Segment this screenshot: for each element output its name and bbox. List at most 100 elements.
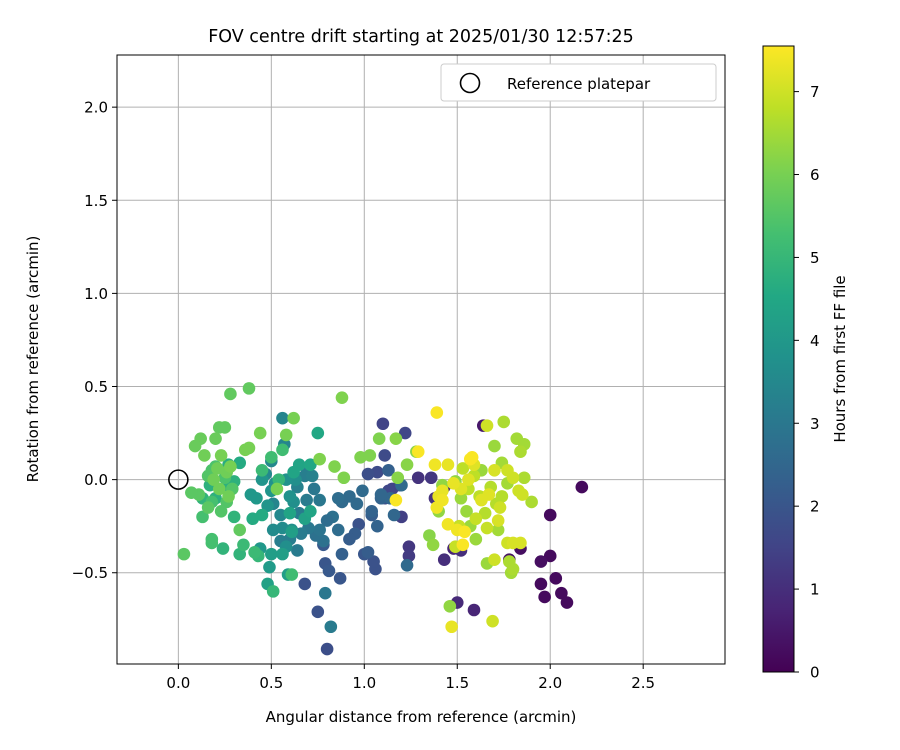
data-point (428, 458, 442, 472)
colorbar-gradient (762, 45, 795, 673)
data-point (242, 441, 256, 455)
data-point (376, 417, 390, 431)
data-point (331, 491, 345, 505)
data-point (441, 518, 455, 531)
y-tick-label: −0.5 (72, 564, 108, 582)
data-point (320, 642, 334, 656)
data-point (224, 387, 237, 401)
data-point (227, 510, 241, 524)
data-point (517, 471, 531, 485)
x-tick-label: 1.5 (445, 674, 469, 692)
data-point (307, 482, 321, 496)
colorbar-ticks: 0 1 2 3 4 5 6 7 (794, 83, 820, 682)
data-point (467, 603, 481, 617)
y-tick-label: 0.5 (84, 378, 108, 396)
data-point (335, 391, 349, 404)
data-point (441, 458, 455, 472)
data-point (216, 542, 230, 555)
data-point (400, 558, 414, 572)
chart-title: FOV centre drift starting at 2025/01/30 … (208, 27, 634, 47)
data-point (361, 545, 375, 559)
data-point (543, 508, 557, 522)
data-point (424, 471, 438, 485)
data-point (365, 504, 379, 518)
data-point (491, 514, 505, 527)
colorbar-tick-label: 4 (810, 332, 820, 350)
data-point (244, 488, 258, 501)
data-point (255, 473, 269, 486)
data-point (525, 495, 538, 509)
data-point (398, 426, 412, 440)
data-point (246, 512, 260, 526)
data-point (488, 553, 501, 567)
plot-frame (116, 54, 726, 665)
data-point (389, 493, 403, 507)
data-point (411, 445, 425, 458)
data-point (456, 538, 470, 552)
colorbar-label: Hours from first FF file (831, 275, 849, 442)
data-point (469, 512, 483, 526)
data-point (389, 432, 403, 445)
data-point (255, 464, 269, 477)
data-point (276, 547, 289, 561)
data-point (337, 471, 351, 485)
y-tick-label: 0.0 (84, 471, 108, 489)
data-point (261, 499, 274, 512)
data-point (283, 490, 297, 503)
data-point (318, 586, 332, 600)
data-point (382, 464, 395, 477)
data-point (391, 471, 405, 485)
colorbar-tick-label: 2 (810, 498, 820, 516)
data-point (209, 432, 222, 445)
data-point (443, 599, 457, 613)
data-point (462, 473, 475, 486)
data-point (458, 525, 471, 539)
colorbar-tick-label: 1 (810, 581, 820, 599)
data-point (430, 406, 444, 419)
data-point (311, 605, 325, 619)
data-point (486, 614, 499, 628)
data-point (445, 620, 458, 634)
data-point (514, 445, 527, 458)
data-point (335, 547, 349, 561)
data-point (270, 482, 284, 496)
data-point (478, 506, 492, 520)
data-point (224, 460, 237, 473)
data-point (506, 471, 520, 485)
x-tick-label: 2.0 (538, 674, 562, 692)
legend: Reference platepar (440, 63, 717, 102)
data-point (400, 458, 414, 472)
data-point (437, 553, 451, 567)
y-tick-label: 1.0 (84, 285, 108, 303)
legend-open-circle-marker (459, 72, 481, 94)
data-point (534, 577, 548, 591)
data-point (304, 458, 317, 472)
data-points (177, 382, 589, 656)
data-point (265, 547, 278, 561)
x-tick-label: 2.5 (631, 674, 655, 692)
data-point (426, 538, 440, 552)
data-point (488, 439, 501, 453)
x-tick-label: 1.0 (352, 674, 376, 692)
data-point (311, 426, 325, 440)
data-point (465, 450, 479, 464)
colorbar-tick-label: 3 (810, 415, 820, 433)
data-point (372, 432, 386, 445)
data-point (177, 547, 191, 561)
y-axis-label: Rotation from reference (arcmin) (24, 236, 42, 483)
colorbar-tick-label: 5 (810, 249, 820, 267)
data-point (333, 572, 347, 585)
data-point (212, 482, 226, 496)
x-tick-label: 0.5 (259, 674, 283, 692)
data-point (549, 572, 563, 585)
data-point (253, 426, 267, 440)
data-point (320, 514, 334, 527)
data-point (516, 488, 529, 501)
data-point (460, 504, 473, 518)
data-point (313, 493, 326, 507)
data-point (538, 590, 551, 604)
data-point (287, 411, 300, 425)
data-point (534, 555, 548, 568)
data-point (555, 586, 568, 600)
data-point (475, 493, 488, 507)
